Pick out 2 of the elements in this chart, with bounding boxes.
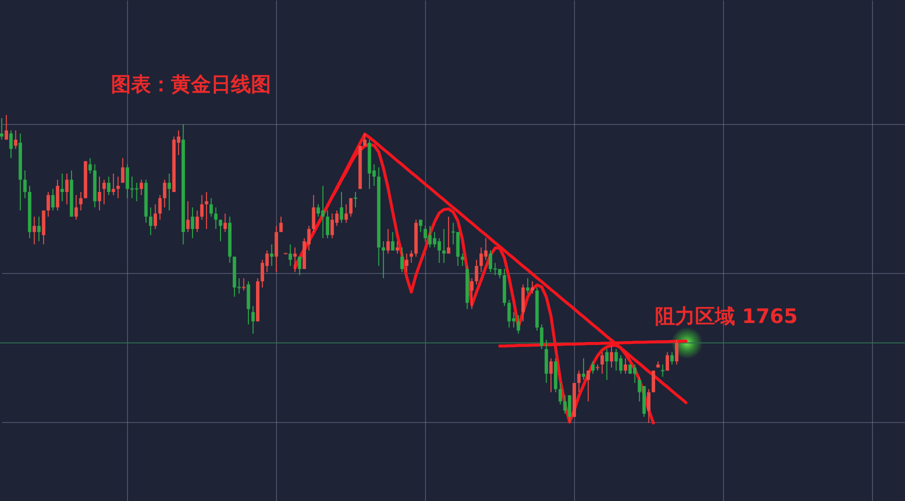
annotation: 阻力区域 1765 (655, 304, 798, 328)
chart-title: 图表：黄金日线图 (111, 72, 271, 96)
